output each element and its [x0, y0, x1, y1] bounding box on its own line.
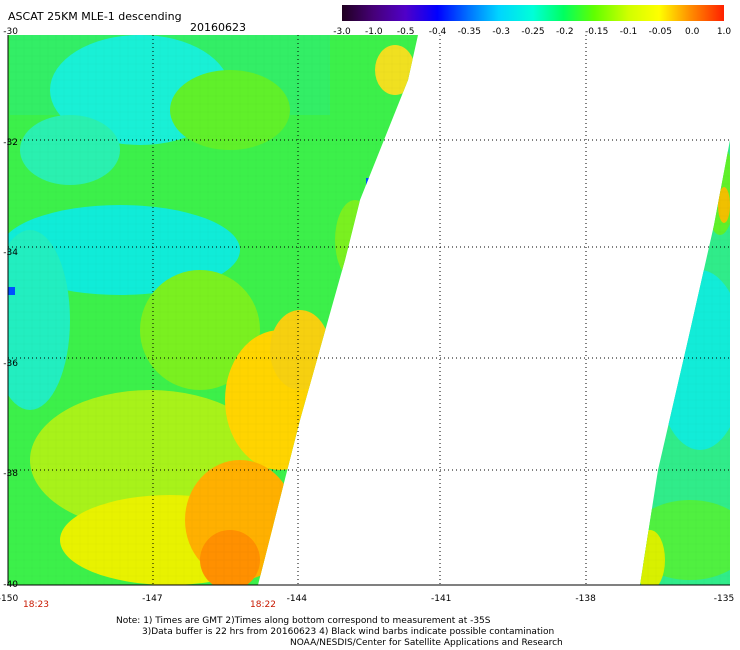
- right-swath: [640, 140, 730, 585]
- latitude-label: -36: [3, 358, 18, 369]
- latitude-label: -40: [3, 580, 18, 590]
- colorbar-tick-label: -3.0: [333, 27, 351, 37]
- colorbar-tick-label: 0.0: [684, 27, 700, 37]
- colorbar-tick-label: -0.05: [648, 27, 672, 37]
- grid: [8, 35, 730, 585]
- longitude-label: -147: [142, 594, 163, 604]
- note-line-3: NOAA/NESDIS/Center for Satellite Applica…: [290, 638, 563, 648]
- latitude-label: -38: [3, 469, 18, 480]
- colorbar-tick-label: -0.35: [457, 27, 481, 37]
- map-title: ASCAT 25KM MLE-1 descending: [8, 10, 182, 23]
- left-swath: [8, 35, 418, 585]
- longitude-label: -138: [575, 594, 596, 604]
- note-line-1: Note: 1) Times are GMT 2)Times along bot…: [116, 616, 491, 626]
- colorbar-tick-label: -0.5: [396, 27, 415, 37]
- time-label-left: 18:23: [23, 600, 49, 610]
- colorbar-tick-label: -0.2: [556, 27, 574, 37]
- latitude-label: -30: [3, 27, 18, 37]
- colorbar-tick-label: -0.1: [619, 27, 638, 37]
- colorbar: [342, 5, 724, 21]
- colorbar-tick-label: -0.3: [492, 27, 510, 37]
- map-date: 20160623: [190, 21, 246, 34]
- colorbar-tick-label: -0.25: [521, 27, 545, 37]
- colorbar-tick-label: -0.15: [585, 27, 609, 37]
- time-label-right: 18:22: [250, 600, 276, 610]
- longitude-label: -141: [430, 594, 452, 604]
- latitude-label: -32: [3, 137, 18, 148]
- longitude-label: -150: [0, 594, 19, 604]
- note-line-2: 3)Data buffer is 22 hrs from 20160623 4)…: [142, 627, 555, 637]
- colorbar-tick-label: 1.0: [716, 27, 732, 37]
- longitude-label: -144: [286, 594, 308, 604]
- latitude-label: -34: [3, 248, 18, 259]
- longitude-label: -135: [713, 594, 735, 604]
- colorbar-tick-label: -0.4: [428, 27, 447, 37]
- colorbar-tick-label: -1.0: [365, 27, 383, 37]
